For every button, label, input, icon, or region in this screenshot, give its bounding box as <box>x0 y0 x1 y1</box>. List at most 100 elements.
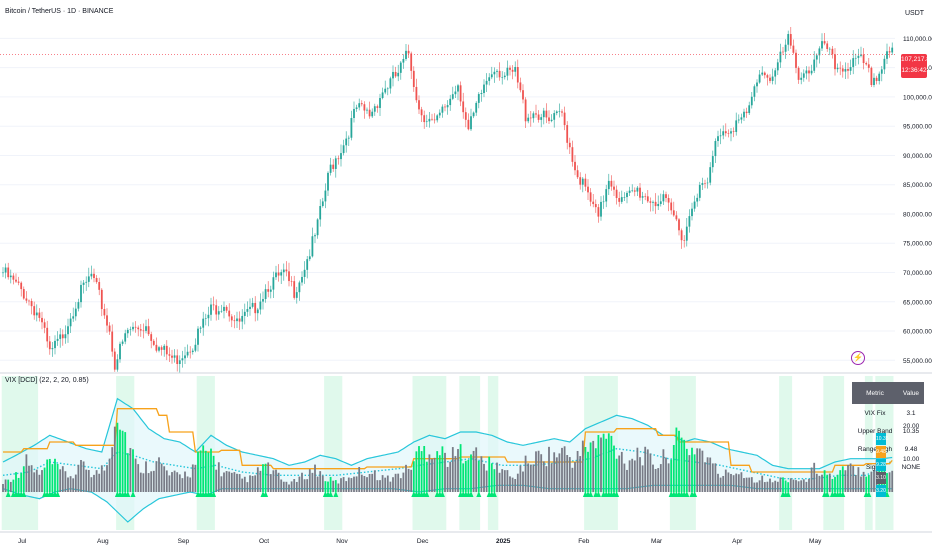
vix-bar <box>72 478 75 492</box>
candle-body <box>228 310 231 317</box>
candle-body <box>173 355 176 358</box>
vix-bar <box>711 463 714 492</box>
vix-bar <box>641 465 644 492</box>
candle-body <box>282 269 285 273</box>
vix-bar <box>87 470 90 492</box>
candle <box>126 327 129 338</box>
candle <box>212 296 215 311</box>
vix-bar <box>628 460 631 492</box>
candle <box>758 70 761 84</box>
vix-bar <box>873 469 875 492</box>
vix-bar <box>774 480 777 492</box>
candle <box>397 64 400 82</box>
candle <box>51 341 54 357</box>
metric-name: Upper Band <box>857 427 893 435</box>
candle-body <box>844 69 847 72</box>
vix-bar <box>766 481 769 492</box>
vix-bar <box>319 471 322 492</box>
vix-bar <box>800 480 803 492</box>
vix-bar <box>813 462 816 492</box>
candle <box>714 138 717 163</box>
candle <box>732 127 735 138</box>
candle-body <box>293 281 296 298</box>
candle <box>550 114 553 123</box>
candle <box>602 195 605 209</box>
vix-bar <box>191 464 194 492</box>
vix-bar <box>168 475 171 492</box>
vix-bar <box>483 463 485 492</box>
candle <box>186 344 189 358</box>
signal-triangle <box>476 491 482 497</box>
candle <box>340 144 342 167</box>
candle-body <box>470 116 472 130</box>
candle-body <box>797 67 800 80</box>
candle-body <box>532 113 535 119</box>
candle-body <box>394 71 397 77</box>
vix-bar <box>425 461 428 492</box>
candle <box>33 301 36 320</box>
vix-bar <box>743 478 745 492</box>
candle <box>745 107 748 118</box>
vix-bar <box>602 433 605 492</box>
vix-bar <box>4 479 7 492</box>
candle <box>269 285 272 299</box>
candle <box>735 112 738 136</box>
candle <box>597 203 600 223</box>
vix-indicator-title[interactable]: VIX [DCD] (22, 2, 20, 0.85) <box>5 377 89 384</box>
candle-body <box>667 198 670 203</box>
candle <box>405 43 407 61</box>
price-axis-label: 70,000.00 <box>903 270 932 277</box>
candle-body <box>269 289 272 292</box>
candle <box>4 263 7 279</box>
candle-body <box>568 142 571 148</box>
candle <box>748 101 751 116</box>
vix-bar <box>704 462 706 492</box>
tradingview-logo-icon[interactable]: ⚡ <box>851 351 865 365</box>
vix-bar <box>43 467 46 492</box>
vix-bar <box>243 476 246 492</box>
candle <box>46 320 49 348</box>
candle <box>171 349 173 364</box>
candle-body <box>836 67 839 70</box>
vix-bar <box>826 474 829 492</box>
vix-value-label: 3.20 <box>876 485 886 497</box>
vix-bar <box>80 459 82 492</box>
candle-body <box>516 67 519 83</box>
candle-body <box>563 112 566 126</box>
candle-body <box>379 98 381 108</box>
vix-bar <box>147 473 150 492</box>
candle-body <box>823 41 826 44</box>
time-axis-label: Nov <box>336 538 348 545</box>
candle <box>685 217 688 247</box>
candle <box>119 341 121 363</box>
vix-bar <box>116 422 119 492</box>
candle-body <box>147 326 150 335</box>
vix-bar <box>867 475 870 492</box>
candle <box>485 73 488 92</box>
candle <box>100 288 103 317</box>
vix-bar <box>329 476 332 492</box>
vix-bar <box>173 470 176 492</box>
candle-body <box>545 110 548 118</box>
candle <box>594 199 597 213</box>
vix-bar <box>680 437 683 492</box>
price-axis-label: 80,000.00 <box>903 211 932 218</box>
candle <box>95 275 98 284</box>
candle <box>74 301 77 321</box>
candle <box>831 45 834 59</box>
vix-bar <box>696 448 699 492</box>
candle <box>35 304 38 322</box>
candle <box>134 321 137 333</box>
symbol-title[interactable]: Bitcoin / TetherUS · 1D · BINANCE <box>5 8 114 15</box>
candle <box>82 279 85 294</box>
currency-label[interactable]: USDT <box>905 10 925 17</box>
candle-body <box>80 284 82 303</box>
vix-bar <box>600 437 602 492</box>
candle <box>199 326 202 334</box>
candle <box>139 324 142 337</box>
vix-bar <box>74 474 77 492</box>
candle-body <box>368 109 371 117</box>
band-fill <box>3 398 893 522</box>
